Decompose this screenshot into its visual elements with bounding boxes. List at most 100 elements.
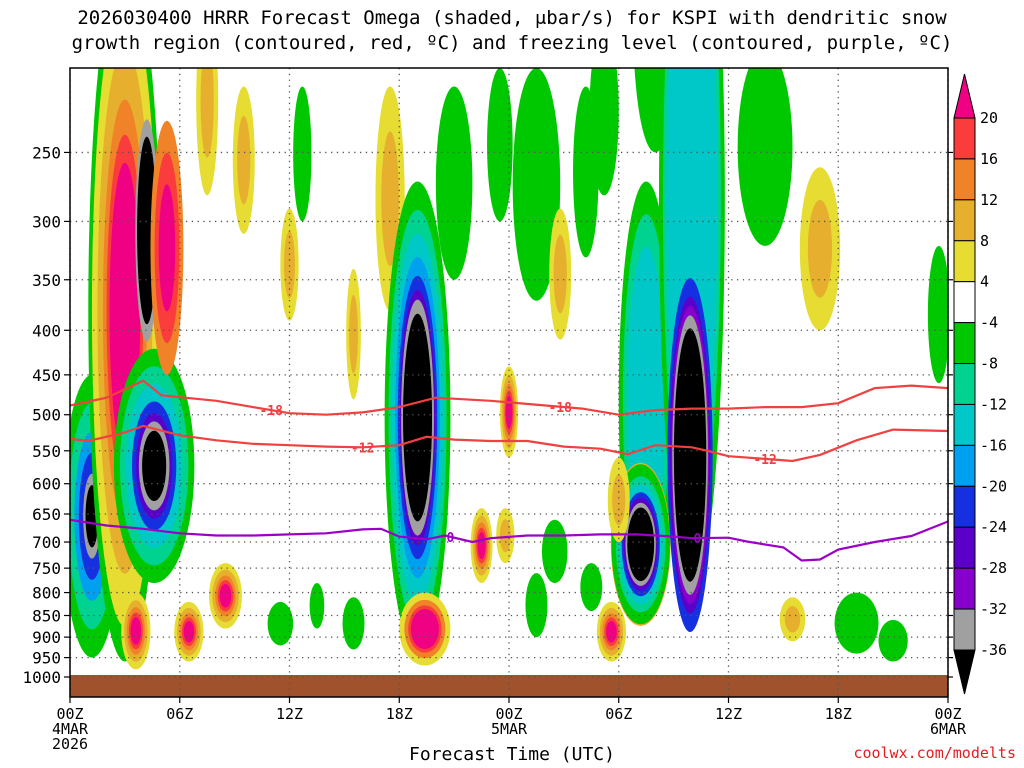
y-tick-label: 800	[32, 584, 61, 603]
omega-contour	[627, 507, 655, 582]
omega-contour	[834, 592, 879, 654]
colorbar-box	[953, 485, 976, 528]
y-tick-label: 450	[32, 366, 61, 385]
colorbar-box	[953, 322, 976, 365]
x-tick-label: 06Z	[166, 705, 193, 723]
omega-contour	[505, 395, 513, 429]
chart-title-line-1: 2026030400 HRRR Forecast Omega (shaded, …	[77, 7, 947, 29]
omega-contour	[200, 68, 214, 158]
x-tick-label: 00Z	[495, 705, 522, 723]
colorbar-box	[953, 403, 976, 446]
x-tick-label: 12Z	[715, 705, 742, 723]
y-tick-label: 350	[32, 271, 61, 290]
freezing-level-line	[70, 518, 948, 562]
y-tick-label: 650	[32, 505, 61, 524]
omega-contour	[435, 86, 473, 280]
colorbar-label: -32	[980, 600, 1007, 618]
omega-contour	[673, 328, 707, 582]
colorbar-label: 12	[980, 191, 998, 209]
y-tick-label: 900	[32, 628, 61, 647]
omega-contour	[158, 184, 176, 312]
omega-contour	[553, 234, 567, 314]
omega-contour	[512, 68, 561, 301]
contour-label: 0	[693, 532, 701, 547]
omega-contour	[878, 619, 908, 662]
contour-label: 0	[447, 531, 455, 546]
omega-contour	[499, 519, 511, 553]
omega-contour	[342, 597, 365, 650]
contours: -18 -18 -12 -12 0 0	[70, 379, 948, 562]
x-tick-label: 12Z	[276, 705, 303, 723]
omega-contour	[410, 608, 439, 650]
omega-contour	[403, 313, 433, 522]
omega-contour	[237, 115, 251, 205]
x-axis-label: Forecast Time (UTC)	[409, 744, 615, 765]
y-tick-label: 250	[32, 143, 61, 162]
chart-title-line-2: growth region (contoured, red, ºC) and f…	[71, 32, 953, 54]
colorbar-label: -8	[980, 355, 998, 373]
colorbar-box	[953, 117, 976, 160]
omega-contour	[349, 294, 358, 374]
colorbar-box	[953, 567, 976, 610]
dsgz-contour-line	[70, 379, 948, 416]
omega-contour	[784, 606, 801, 633]
y-tick-label: 500	[32, 406, 61, 425]
colorbar-box	[953, 158, 976, 201]
colorbar-bottom-triangle	[953, 649, 976, 695]
omega-contour	[284, 231, 295, 299]
y-tick-label: 950	[32, 649, 61, 668]
y-tick-label: 850	[32, 607, 61, 626]
omega-contour	[580, 563, 603, 612]
colorbar-label: 20	[980, 109, 998, 127]
ground-band	[70, 675, 948, 697]
omega-contour	[487, 68, 513, 222]
x-tick-sublabel: 5MAR	[491, 720, 528, 738]
omega-contour	[477, 532, 486, 560]
omega-contour	[737, 68, 793, 246]
colorbar-label: 8	[980, 232, 989, 250]
colorbar-label: -16	[980, 436, 1007, 454]
colorbar-label: -4	[980, 314, 998, 332]
colorbar-label: -20	[980, 477, 1007, 495]
omega-contour	[381, 131, 399, 266]
omega-contour	[267, 601, 294, 646]
x-tick-label: 18Z	[825, 705, 852, 723]
x-tick-sublabel: 4MAR	[52, 720, 89, 738]
omega-contour	[183, 620, 195, 643]
omega-contour	[807, 199, 833, 298]
chart-title: 2026030400 HRRR Forecast Omega (shaded, …	[0, 6, 1024, 56]
contour-label: -18	[259, 404, 283, 419]
omega-contour	[219, 584, 232, 608]
y-tick-label: 400	[32, 321, 61, 340]
site-credit: coolwx.com/modelts	[853, 744, 1016, 762]
colorbar-box	[953, 363, 976, 405]
ground-band-fill	[70, 675, 948, 697]
colorbar-box	[953, 526, 976, 569]
y-tick-label: 750	[32, 559, 61, 578]
omega-contour	[142, 430, 167, 501]
y-tick-label: 300	[32, 212, 61, 231]
x-tick-label: 06Z	[605, 705, 632, 723]
omega-shading	[70, 68, 948, 670]
x-tick-sublabel: 6MAR	[930, 720, 967, 738]
colorbar-label: 4	[980, 273, 989, 291]
colorbar-box	[953, 199, 976, 242]
dsgz-contour-line	[70, 424, 948, 463]
colorbar-box	[953, 444, 976, 487]
y-tick-label: 1000	[22, 668, 61, 687]
axes: 250 300 350 400 450 500 550 600 650 700 750 800 850 9…	[22, 67, 967, 753]
colorbar-box	[953, 240, 976, 283]
colorbar-label: 16	[980, 150, 998, 168]
omega-contour	[589, 68, 619, 196]
colorbar: 20 16 12 8 4 -4 -8 -12 -16 -20 -24 -28 -32 -36	[953, 73, 1007, 695]
y-tick-label: 600	[32, 475, 61, 494]
x-tick-label: 00Z	[934, 705, 961, 723]
contour-label: -18	[548, 401, 572, 416]
contour-label: -12	[753, 453, 776, 468]
y-tick-label: 700	[32, 533, 61, 552]
omega-contour	[927, 245, 948, 384]
omega-contour	[541, 519, 568, 583]
omega-contour	[130, 617, 142, 645]
omega-contour	[293, 86, 312, 222]
